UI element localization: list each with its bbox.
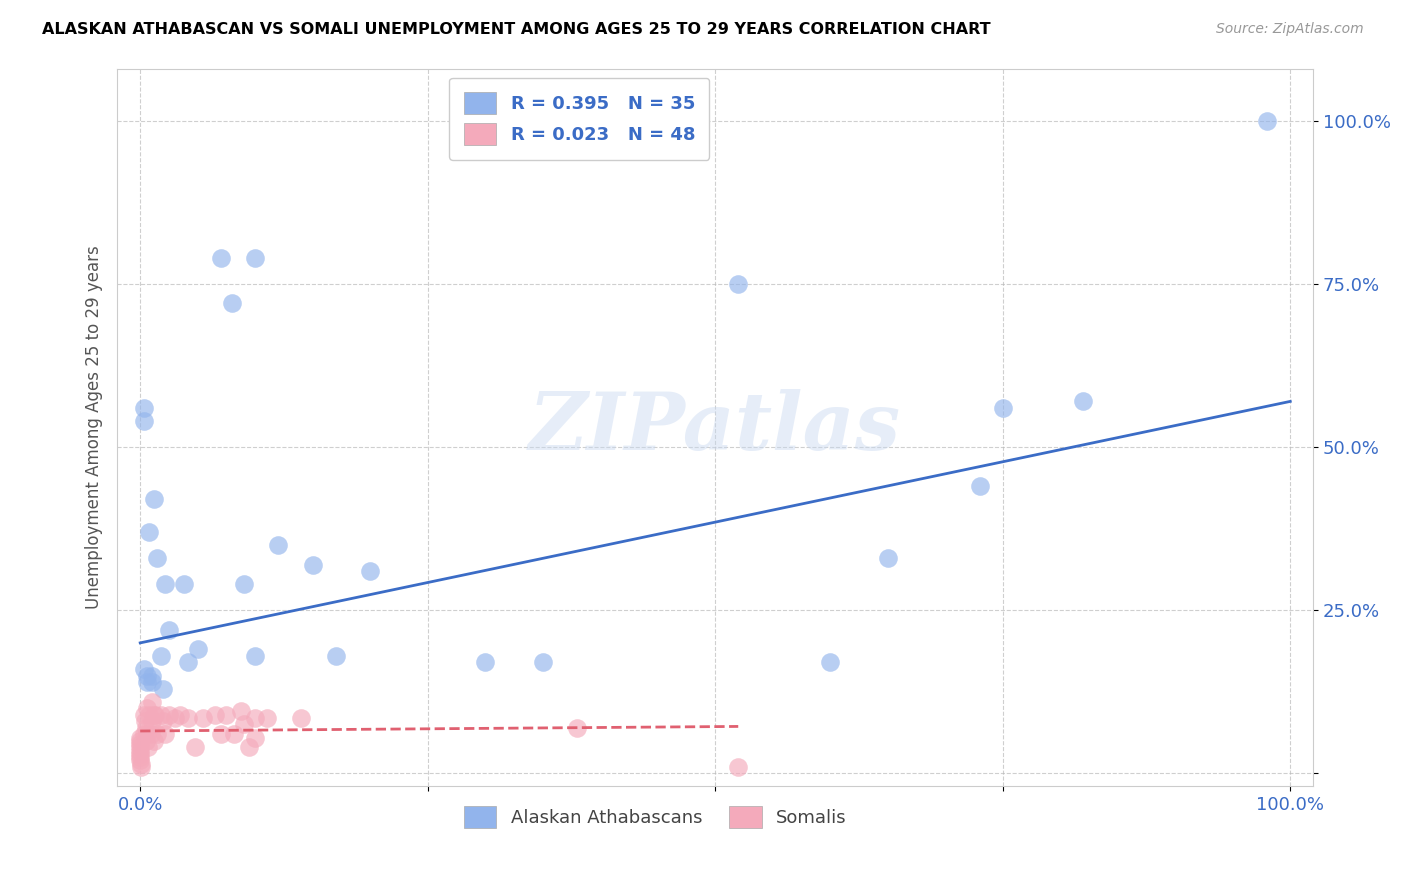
Point xyxy=(193,711,215,725)
Point xyxy=(232,717,254,731)
Point xyxy=(129,747,152,761)
Point xyxy=(245,731,267,745)
Point xyxy=(209,727,232,741)
Point xyxy=(224,727,246,741)
Point xyxy=(169,707,191,722)
Text: ZIPatlas: ZIPatlas xyxy=(529,389,901,467)
Point xyxy=(245,251,267,265)
Point xyxy=(129,731,152,745)
Point xyxy=(221,296,243,310)
Point xyxy=(132,414,155,428)
Point xyxy=(215,707,238,722)
Text: ALASKAN ATHABASCAN VS SOMALI UNEMPLOYMENT AMONG AGES 25 TO 29 YEARS CORRELATION : ALASKAN ATHABASCAN VS SOMALI UNEMPLOYMEN… xyxy=(42,22,991,37)
Point xyxy=(131,756,153,771)
Point xyxy=(149,707,172,722)
Point xyxy=(969,479,991,493)
Point xyxy=(152,714,174,729)
Legend: Alaskan Athabascans, Somalis: Alaskan Athabascans, Somalis xyxy=(457,798,855,835)
Point xyxy=(290,711,312,725)
Point xyxy=(139,727,162,741)
Point xyxy=(136,668,159,682)
Point xyxy=(136,675,159,690)
Point xyxy=(727,277,749,291)
Point xyxy=(177,656,200,670)
Point xyxy=(359,564,381,578)
Point xyxy=(146,727,169,741)
Point xyxy=(132,707,155,722)
Point xyxy=(325,648,347,663)
Point xyxy=(256,711,278,725)
Point xyxy=(301,558,323,572)
Point xyxy=(129,733,152,747)
Point xyxy=(232,577,254,591)
Point xyxy=(143,733,166,747)
Point xyxy=(173,577,195,591)
Point xyxy=(474,656,496,670)
Point xyxy=(136,701,159,715)
Point xyxy=(136,727,159,741)
Point xyxy=(152,681,174,696)
Point xyxy=(187,642,209,657)
Point xyxy=(136,740,159,755)
Point xyxy=(531,656,554,670)
Point xyxy=(991,401,1014,415)
Point xyxy=(209,251,232,265)
Point xyxy=(177,711,200,725)
Point xyxy=(204,707,226,722)
Point xyxy=(143,707,166,722)
Point xyxy=(135,733,157,747)
Point xyxy=(149,648,172,663)
Point xyxy=(876,551,898,566)
Point xyxy=(238,740,260,755)
Point xyxy=(141,675,163,690)
Point xyxy=(135,721,157,735)
Point xyxy=(129,740,152,755)
Point xyxy=(132,662,155,676)
Point xyxy=(267,538,290,552)
Point xyxy=(141,714,163,729)
Y-axis label: Unemployment Among Ages 25 to 29 years: Unemployment Among Ages 25 to 29 years xyxy=(86,245,103,609)
Point xyxy=(184,740,207,755)
Point xyxy=(727,760,749,774)
Point xyxy=(157,623,180,637)
Point xyxy=(155,727,177,741)
Point xyxy=(146,551,169,566)
Point xyxy=(245,648,267,663)
Point xyxy=(818,656,841,670)
Point xyxy=(132,401,155,415)
Point xyxy=(138,707,160,722)
Point xyxy=(138,524,160,539)
Point xyxy=(143,492,166,507)
Point xyxy=(231,705,253,719)
Point xyxy=(129,743,152,757)
Point xyxy=(245,711,267,725)
Point xyxy=(129,750,152,764)
Point xyxy=(157,707,180,722)
Point xyxy=(134,714,156,729)
Point xyxy=(129,753,152,767)
Point xyxy=(163,711,186,725)
Point xyxy=(1071,394,1094,409)
Point xyxy=(1256,113,1278,128)
Point xyxy=(143,707,166,722)
Point xyxy=(129,737,152,751)
Text: Source: ZipAtlas.com: Source: ZipAtlas.com xyxy=(1216,22,1364,37)
Point xyxy=(141,668,163,682)
Point xyxy=(141,695,163,709)
Point xyxy=(567,721,589,735)
Point xyxy=(131,760,153,774)
Point xyxy=(132,727,155,741)
Point xyxy=(155,577,177,591)
